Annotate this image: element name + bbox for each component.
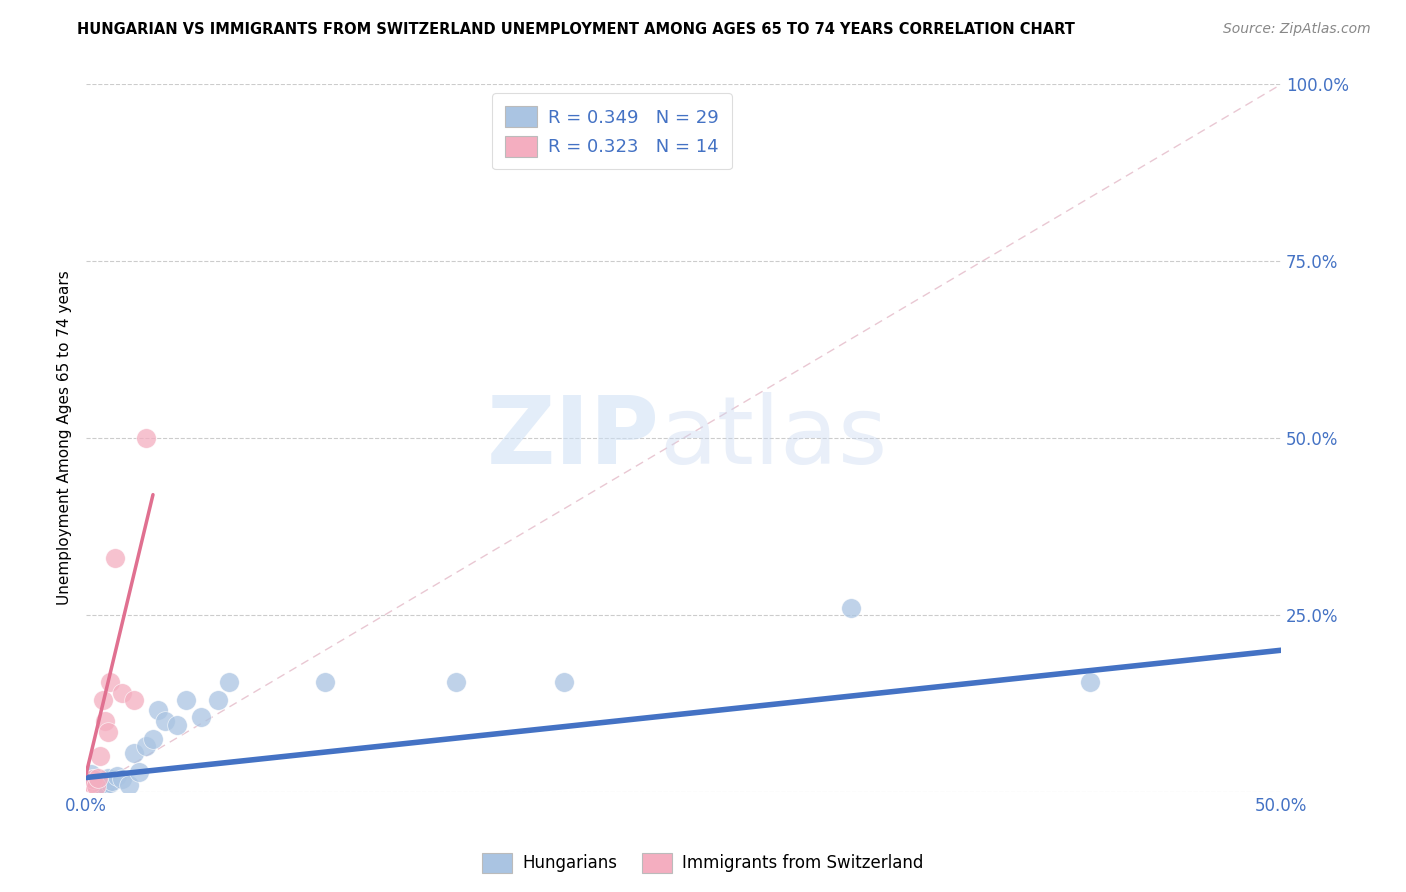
Point	[87, 774, 110, 789]
Point	[553, 675, 575, 690]
Point	[94, 714, 117, 728]
Point	[839, 600, 862, 615]
Legend: R = 0.349   N = 29, R = 0.323   N = 14: R = 0.349 N = 29, R = 0.323 N = 14	[492, 94, 731, 169]
Point	[97, 771, 120, 785]
Point	[84, 779, 107, 793]
Point	[153, 714, 176, 728]
Point	[80, 767, 103, 781]
Point	[446, 675, 468, 690]
Point	[135, 431, 157, 445]
Text: HUNGARIAN VS IMMIGRANTS FROM SWITZERLAND UNEMPLOYMENT AMONG AGES 65 TO 74 YEARS : HUNGARIAN VS IMMIGRANTS FROM SWITZERLAND…	[77, 22, 1076, 37]
Point	[218, 675, 240, 690]
Point	[94, 778, 117, 792]
Point	[190, 710, 212, 724]
Point	[84, 776, 107, 790]
Point	[122, 746, 145, 760]
Point	[166, 717, 188, 731]
Point	[111, 686, 134, 700]
Point	[118, 778, 141, 792]
Point	[1078, 675, 1101, 690]
Point	[128, 764, 150, 779]
Point	[101, 774, 124, 789]
Text: atlas: atlas	[659, 392, 887, 484]
Text: Source: ZipAtlas.com: Source: ZipAtlas.com	[1223, 22, 1371, 37]
Point	[122, 692, 145, 706]
Point	[80, 776, 103, 790]
Point	[89, 749, 111, 764]
Point	[82, 772, 104, 786]
Point	[105, 769, 128, 783]
Point	[314, 675, 336, 690]
Y-axis label: Unemployment Among Ages 65 to 74 years: Unemployment Among Ages 65 to 74 years	[58, 270, 72, 606]
Point	[146, 703, 169, 717]
Point	[104, 551, 127, 566]
Point	[91, 779, 114, 793]
Point	[82, 772, 104, 786]
Legend: Hungarians, Immigrants from Switzerland: Hungarians, Immigrants from Switzerland	[475, 847, 931, 880]
Point	[176, 692, 198, 706]
Point	[77, 774, 100, 789]
Point	[135, 739, 157, 753]
Text: ZIP: ZIP	[486, 392, 659, 484]
Point	[207, 692, 229, 706]
Point	[89, 778, 111, 792]
Point	[87, 771, 110, 785]
Point	[98, 776, 121, 790]
Point	[98, 675, 121, 690]
Point	[97, 724, 120, 739]
Point	[142, 731, 165, 746]
Point	[91, 692, 114, 706]
Point	[111, 772, 134, 786]
